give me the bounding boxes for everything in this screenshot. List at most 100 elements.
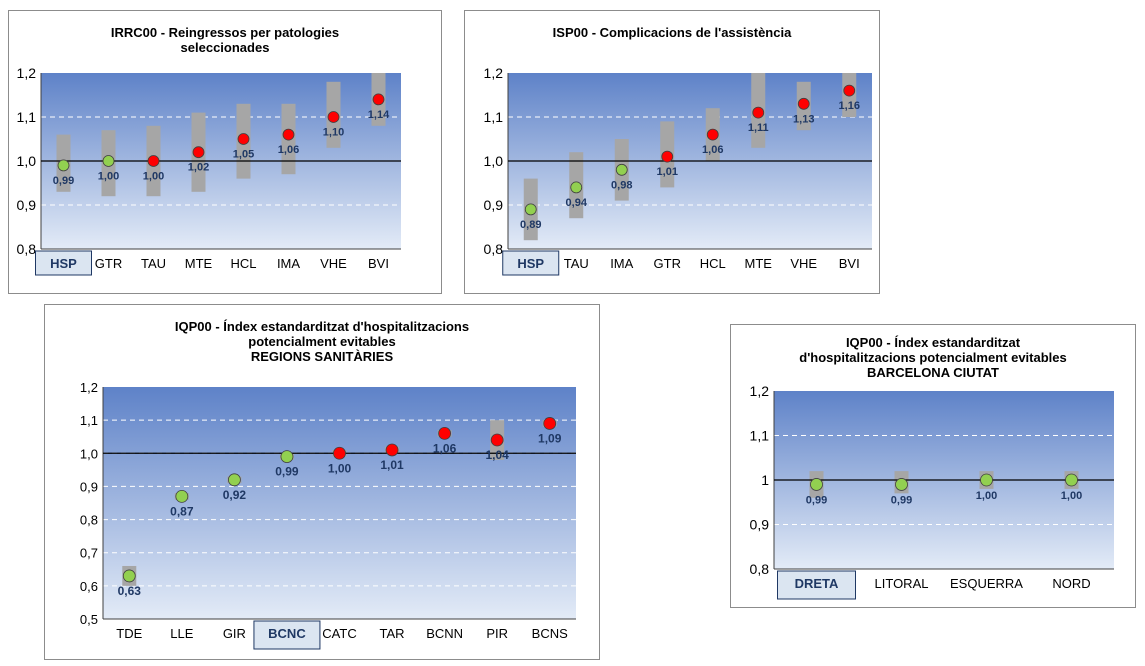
data-value-label: 1,00 (976, 490, 997, 502)
data-point (327, 111, 340, 123)
data-value-label: 1,06 (433, 441, 457, 455)
data-point (895, 478, 908, 491)
y-tick-label: 1,1 (750, 428, 770, 444)
data-value-label: 0,99 (275, 465, 299, 479)
y-tick-label: 0,8 (750, 561, 770, 577)
y-tick-label: 1,2 (17, 65, 37, 81)
data-point (122, 569, 136, 583)
x-tick-label-highlight: BCNC (268, 626, 306, 641)
chart-title-line: IQP00 - Índex estandarditzat d'hospitali… (174, 319, 470, 334)
data-value-label: 1,09 (538, 431, 562, 445)
data-value-label: 1,00 (328, 461, 352, 475)
data-point (280, 450, 294, 464)
data-value-label: 1,10 (323, 127, 344, 139)
data-point (333, 446, 346, 460)
x-tick-label: BVI (839, 256, 860, 271)
chart-panel-irrc00: IRRC00 - Reingressos per patologies sele… (8, 10, 442, 294)
x-tick-label-highlight: HSP (50, 256, 77, 271)
data-point (227, 473, 241, 487)
x-tick-label: PIR (486, 626, 508, 641)
data-value-label: 0,99 (806, 494, 827, 506)
data-point (1065, 473, 1078, 487)
data-point (490, 433, 504, 447)
data-point (237, 133, 250, 145)
data-value-label: 1,11 (748, 122, 769, 134)
data-value-label: 0,99 (891, 494, 912, 506)
data-value-label: 1,06 (278, 144, 299, 156)
data-value-label: 1,00 (98, 171, 119, 183)
y-tick-label: 0,5 (80, 612, 98, 627)
data-point (524, 203, 537, 216)
x-tick-label: TAU (564, 256, 589, 271)
data-point (282, 128, 295, 141)
y-tick-label: 0,8 (484, 241, 504, 257)
x-tick-label: NORD (1052, 576, 1090, 591)
data-value-label: 0,87 (170, 504, 194, 518)
y-tick-label: 0,6 (80, 579, 98, 594)
x-tick-label: HCL (230, 256, 256, 271)
y-tick-label: 1 (761, 472, 769, 488)
x-tick-label: TAR (380, 626, 405, 641)
highlight-box (502, 250, 560, 276)
data-value-label: 0,63 (118, 584, 142, 598)
chart-title-line: REGIONS SANITÀRIES (250, 349, 394, 364)
data-point (980, 473, 993, 487)
data-value-label: 1,06 (702, 144, 723, 156)
x-tick-label-highlight: DRETA (795, 576, 839, 591)
x-tick-label-highlight: HSP (517, 256, 544, 271)
x-tick-label: CATC (322, 626, 356, 641)
data-value-label: 1,13 (793, 113, 814, 125)
chart-panel-isp00: ISP00 - Complicacions de l'assistència 0… (464, 10, 880, 294)
y-tick-label: 0,7 (80, 546, 98, 561)
plot-area (103, 387, 576, 619)
data-point (706, 128, 719, 141)
x-tick-label: GTR (654, 256, 681, 271)
x-tick-label: ESQUERRA (950, 576, 1023, 591)
y-tick-label: 1,1 (80, 413, 98, 428)
chart-title: IQP00 - Índex estandarditzat d'hospitali… (45, 319, 599, 364)
data-value-label: 0,92 (223, 488, 247, 502)
x-tick-label: TAU (141, 256, 166, 271)
chart-title-line: ISP00 - Complicacions de l'assistència (552, 25, 792, 40)
y-tick-label: 1,1 (17, 109, 37, 125)
highlight-box (777, 570, 856, 600)
chart-title-line: BARCELONA CIUTAT (867, 365, 999, 380)
x-tick-label: TDE (116, 626, 142, 641)
data-value-label: 1,00 (1061, 490, 1082, 502)
data-point (192, 146, 205, 159)
y-tick-label: 1,0 (80, 446, 98, 461)
chart-title-line: IQP00 - Índex estandarditzat (845, 335, 1021, 350)
y-tick-label: 0,9 (750, 517, 770, 533)
data-point (438, 426, 452, 440)
data-point (810, 478, 823, 491)
data-value-label: 1,02 (188, 162, 209, 174)
data-value-label: 1,04 (485, 448, 509, 462)
chart-title: ISP00 - Complicacions de l'assistència (465, 25, 879, 40)
y-tick-label: 1,0 (17, 153, 37, 169)
x-tick-label: VHE (320, 256, 347, 271)
x-tick-label: MTE (745, 256, 773, 271)
x-tick-label: GIR (223, 626, 246, 641)
y-tick-label: 1,2 (80, 380, 98, 395)
y-tick-label: 0,8 (80, 513, 98, 528)
data-point (543, 417, 557, 430)
data-value-label: 1,16 (839, 100, 860, 112)
x-tick-label: BCNS (532, 626, 568, 641)
data-value-label: 0,98 (611, 179, 632, 191)
x-tick-label: GTR (95, 256, 122, 271)
data-value-label: 0,99 (53, 175, 74, 187)
data-value-label: 0,94 (566, 197, 588, 209)
chart-iqp00-barcelona: 0,8 0,9 1 1,1 1,2 0,99 0,99 1,00 1,00 DRETA LITORA… (750, 383, 1114, 600)
chart-title-line: IRRC00 - Reingressos per patologies (110, 25, 340, 40)
x-tick-label: IMA (610, 256, 633, 271)
chart-panel-iqp00-regions: IQP00 - Índex estandarditzat d'hospitali… (44, 304, 600, 660)
x-tick-label: LLE (170, 626, 193, 641)
x-tick-label: IMA (277, 256, 300, 271)
data-value-label: 1,14 (368, 109, 390, 121)
data-point (175, 489, 189, 503)
chart-iqp00-regions: 0,5 0,6 0,7 0,8 0,9 1,0 1,1 1,2 0,63 0,87 0,92 0,99… (80, 380, 576, 650)
x-tick-label: HCL (700, 256, 726, 271)
chart-isp00: 0,8 0,9 1,0 1,1 1,2 0,89 0,94 0,98 1,01 1,06 1,11 1… (484, 65, 872, 276)
chart-title: IQP00 - Índex estandarditzat d'hospitali… (731, 335, 1135, 380)
x-tick-label: BCNN (426, 626, 463, 641)
